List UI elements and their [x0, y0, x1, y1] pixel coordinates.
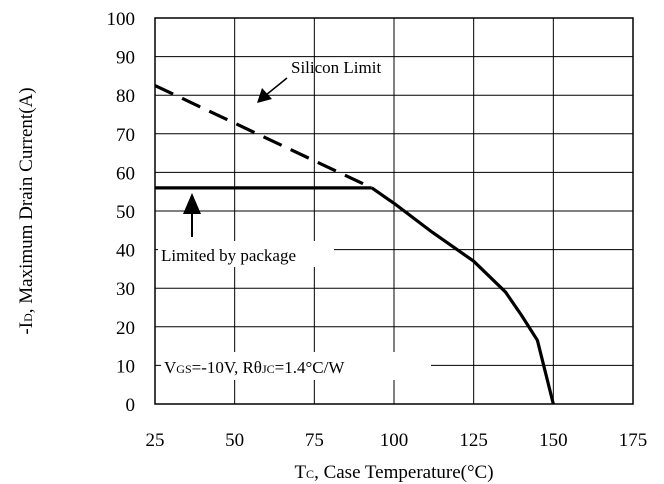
x-tick-label-75: 75 [305, 430, 324, 451]
series-lines [154, 84, 555, 405]
y-axis-title-main: -I [16, 322, 37, 335]
conditions-v: V [164, 358, 177, 377]
series-line-1 [154, 84, 373, 190]
x-tick-label-50: 50 [225, 430, 244, 451]
x-axis-title-sub: C [306, 467, 314, 481]
grid-lines [155, 18, 633, 404]
x-tick-label-100: 100 [380, 430, 409, 451]
conditions-v-rest: =-10V, Rθ [192, 358, 262, 377]
x-tick-label-150: 150 [539, 430, 568, 451]
silicon-limit-label: Silicon Limit [291, 58, 381, 77]
x-tick-label-125: 125 [459, 430, 488, 451]
package-limit-label-bg [158, 241, 334, 267]
y-tick-label-20: 20 [116, 318, 135, 339]
series-line-3 [370, 186, 555, 405]
y-tick-label-70: 70 [116, 125, 135, 146]
y-tick-label-30: 30 [116, 279, 135, 300]
tick-labels: 25 50 75 100 125 150 175 0 10 20 30 40 50 60 70 80 90 100 [107, 9, 648, 451]
conditions-r-rest: =1.4°C/W [275, 358, 346, 377]
conditions-label: VGS=-10V, RθJC=1.4°C/W [164, 358, 345, 377]
y-axis-title-sub: D [21, 313, 35, 322]
y-tick-label-60: 60 [116, 163, 135, 184]
y-tick-label-0: 0 [126, 395, 136, 416]
y-tick-label-100: 100 [107, 9, 136, 30]
y-axis-title-rest: , Maximum Drain Current(A) [16, 87, 37, 313]
x-tick-label-25: 25 [146, 430, 165, 451]
y-tick-label-80: 80 [116, 86, 135, 107]
y-tick-label-40: 40 [116, 241, 135, 262]
x-tick-label-175: 175 [619, 430, 648, 451]
x-axis-title-rest: , Case Temperature(°C) [314, 462, 494, 483]
conditions-v-sub: GS [176, 362, 191, 376]
plot-frame [154, 17, 634, 405]
y-tick-label-50: 50 [116, 202, 135, 223]
conditions-label-bg [161, 352, 431, 380]
package-limit-label: Limited by package [161, 246, 296, 265]
y-tick-label-90: 90 [116, 48, 135, 69]
silicon-limit-arrowhead [257, 88, 272, 103]
x-axis-title-main: T [294, 462, 306, 483]
package-limit-arrowhead [183, 193, 201, 214]
conditions-r-sub: JC [262, 362, 275, 376]
y-axis-title: -ID, Maximum Drain Current(A) [16, 87, 37, 334]
x-axis-title: TC, Case Temperature(°C) [294, 462, 493, 483]
y-tick-label-10: 10 [116, 356, 135, 377]
silicon-limit-arrow-shaft [265, 77, 288, 96]
